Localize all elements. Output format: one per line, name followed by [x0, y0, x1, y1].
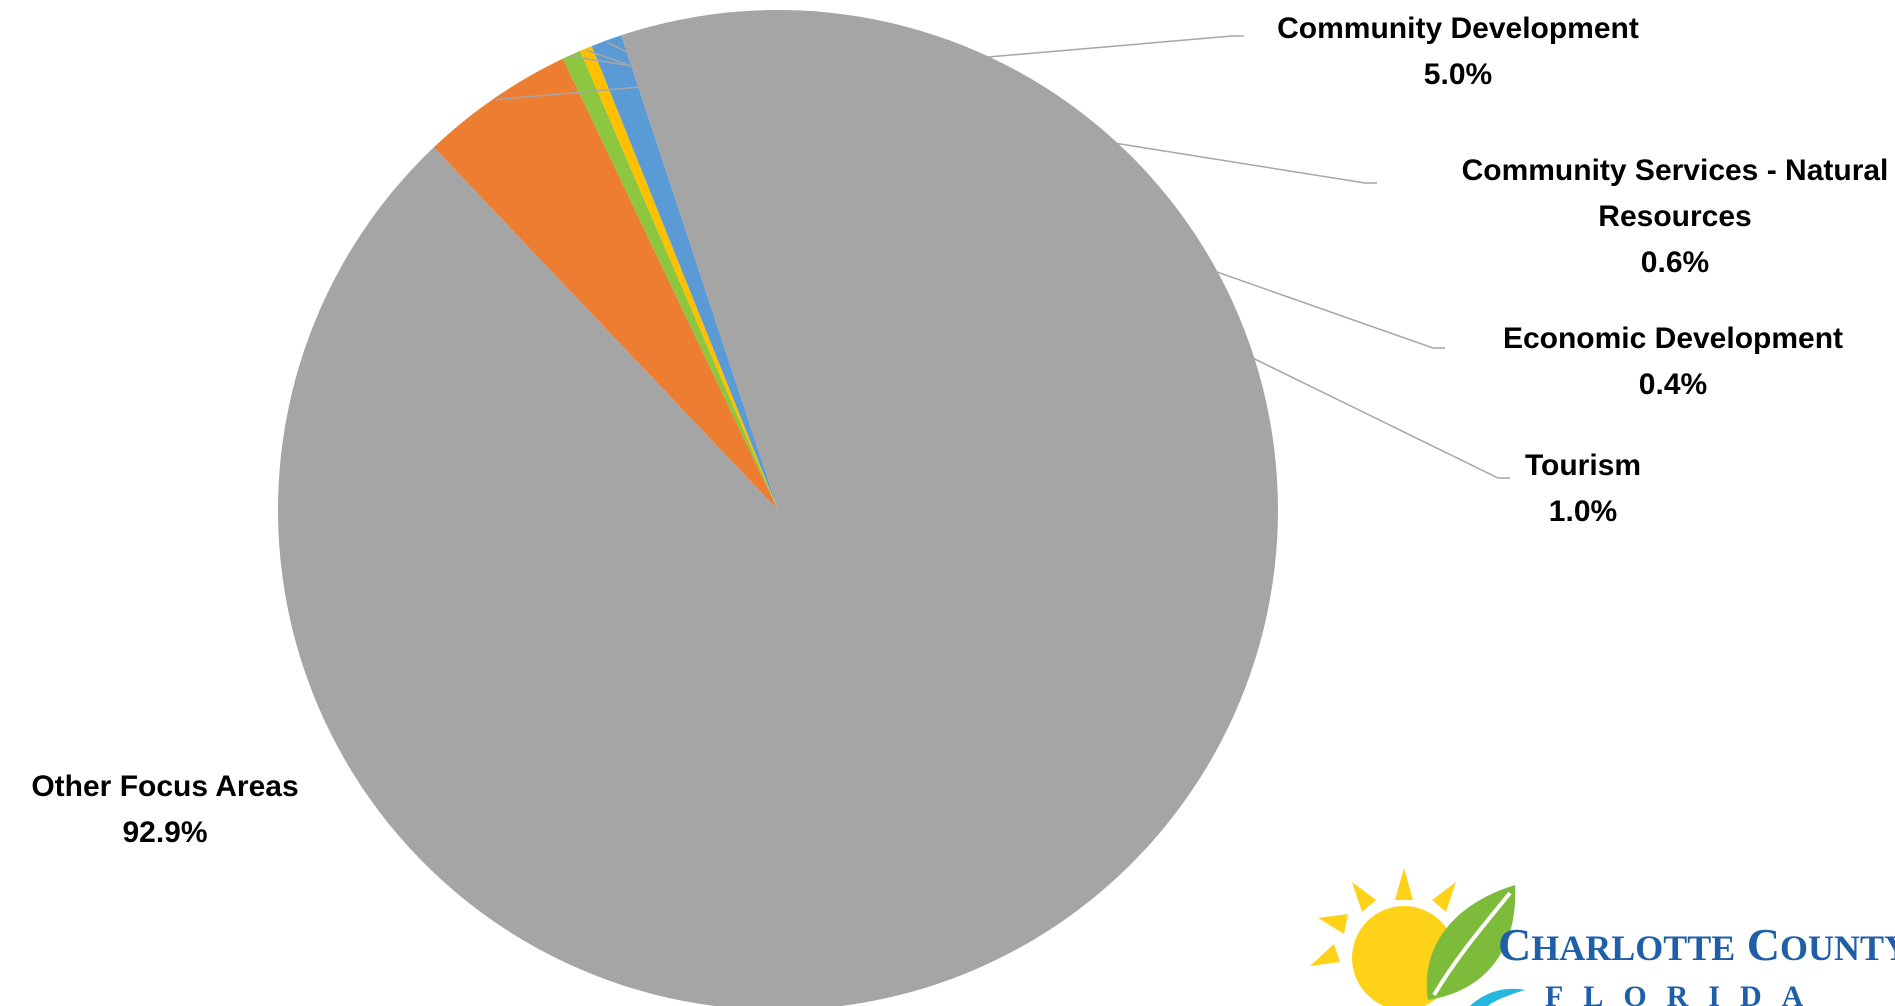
leader-line-tourism: [606, 41, 1510, 479]
pie-slice-tourism: [591, 35, 778, 510]
data-label-name-community-services-natural-resources: Community Services - Natural: [1462, 154, 1889, 187]
data-label-name-community-services-natural-resources: Resources: [1598, 200, 1751, 233]
data-labels: Community Development 5.0% Community Servi…: [31, 12, 1888, 849]
pie-slice-community-development: [433, 58, 778, 510]
data-label-name-other-focus-areas: Other Focus Areas: [31, 770, 298, 803]
pie-slice-community-services-natural-resources: [562, 50, 778, 510]
pie-slices: [278, 10, 1278, 1006]
data-label-value-community-development: 5.0%: [1424, 58, 1492, 91]
leader-lines: [495, 35, 1510, 479]
wave-icon: [1470, 988, 1525, 1006]
logo-name: CHARLOTTE COUNTY: [1498, 919, 1895, 970]
pie-slice-other-focus-areas: [278, 10, 1278, 1006]
leader-line-community-development: [495, 35, 1244, 101]
data-label-value-economic-development: 0.4%: [1639, 368, 1707, 401]
leaf-icon: [1426, 885, 1516, 1000]
data-label-value-community-services-natural-resources: 0.6%: [1641, 246, 1709, 279]
data-label-value-other-focus-areas: 92.9%: [122, 816, 207, 849]
data-label-value-tourism: 1.0%: [1549, 495, 1617, 528]
leader-line-community-services-natural-resources: [572, 55, 1377, 184]
logo-sub: FLORIDA: [1545, 980, 1823, 1006]
charlotte-county-logo: CHARLOTTE COUNTY FLORIDA: [1310, 868, 1895, 1006]
data-label-name-economic-development: Economic Development: [1503, 322, 1843, 355]
data-label-name-tourism: Tourism: [1525, 449, 1641, 482]
leader-line-economic-development: [586, 49, 1445, 349]
data-label-name-community-development: Community Development: [1277, 12, 1639, 45]
pie-slice-economic-development: [580, 46, 778, 510]
